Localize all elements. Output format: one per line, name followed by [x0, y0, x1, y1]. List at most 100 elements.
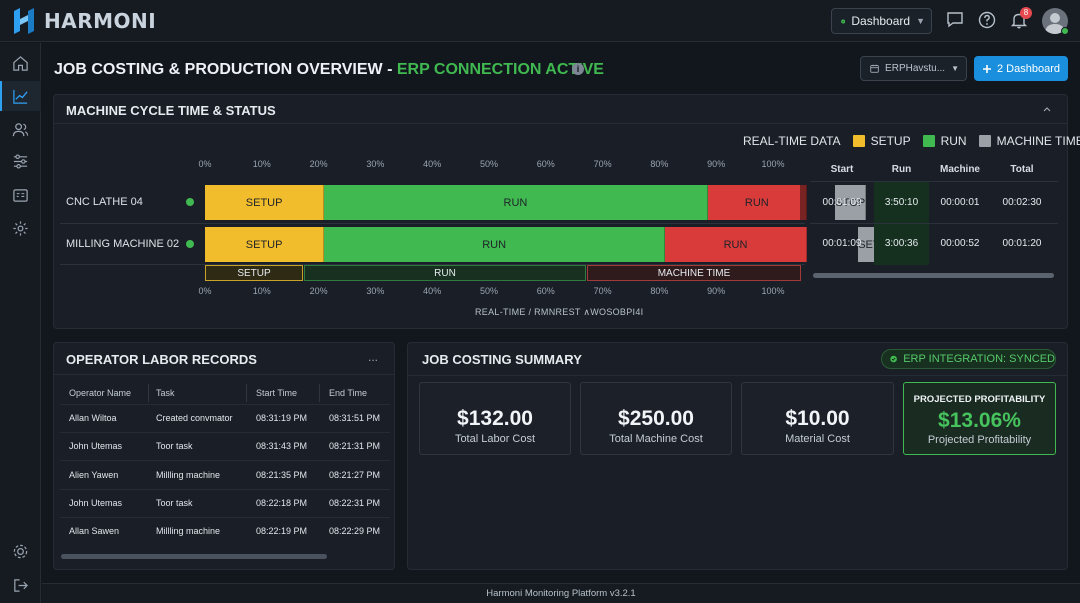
x-axis-top-tick-50: 50% — [479, 159, 499, 169]
logout-icon[interactable] — [12, 577, 29, 594]
bar-segment-milling-2[interactable]: RUN — [665, 227, 807, 262]
top-bar: HARMONI Dashboard ▼ 8 — [0, 0, 1080, 42]
settings-gear-icon[interactable] — [12, 220, 29, 237]
footer: Harmoni Monitoring Platform v3.2.1 — [42, 583, 1080, 603]
bar-segment-milling-0[interactable]: SETUP — [205, 227, 325, 262]
bar-segment-cnc-0[interactable]: SETUP — [205, 185, 325, 220]
costing-panel-title: JOB COSTING SUMMARY — [422, 352, 582, 367]
legend-swatch-run — [922, 135, 935, 147]
material-cost-label: Material Cost — [785, 433, 850, 445]
help-icon[interactable] — [977, 10, 997, 30]
column-separator — [319, 384, 320, 402]
legend-label-setup: SETUP — [870, 134, 911, 148]
operator-labor-panel — [53, 342, 395, 570]
operator-cell-r0-c1: Created convmator — [156, 413, 233, 423]
col-header-start: Start — [830, 164, 854, 175]
operator-panel-title: OPERATOR LABOR RECORDS — [66, 352, 257, 367]
check-circle-icon — [841, 18, 846, 24]
op-col-task: Task — [156, 388, 175, 398]
bar-segment-cnc-1[interactable]: RUN — [324, 185, 708, 220]
erp-select[interactable]: ERPHavstu... ▼ — [860, 56, 967, 81]
status-dot-cnc-lathe — [186, 198, 194, 206]
operator-scrollbar-thumb[interactable] — [61, 554, 327, 559]
info-icon[interactable]: i — [572, 63, 584, 75]
analytics-icon[interactable] — [12, 88, 29, 105]
erp-sync-badge: ERP INTEGRATION: SYNCED — [881, 349, 1056, 369]
x-axis-bottom-tick-40: 40% — [423, 286, 442, 296]
profitability-label: Projected Profitability — [927, 434, 1032, 446]
table-header-divider — [810, 181, 1058, 182]
machine-cost-card: $250.00 Total Machine Cost — [580, 382, 732, 455]
operator-cell-r1-c3: 08:21:31 PM — [329, 441, 381, 452]
x-axis-top-tick-90: 90% — [707, 159, 726, 169]
table-row-divider — [60, 488, 390, 490]
erp-module-icon[interactable] — [12, 187, 29, 204]
logo[interactable]: HARMONI — [8, 5, 156, 37]
legend-label-machine-time: MACHINE TIME — [996, 134, 1080, 148]
cnc-start-time: 00:01:09 — [822, 197, 862, 208]
operator-cell-r2-c0: Alien Yawen — [69, 469, 119, 480]
x-axis-bottom-tick-90: 90% — [707, 286, 726, 296]
erp-sync-label: ERP INTEGRATION: SYNCED — [903, 353, 1055, 365]
legend-label-run: RUN — [940, 134, 967, 148]
collapse-icon[interactable] — [1041, 104, 1053, 114]
x-axis-top-tick-20: 20% — [309, 159, 328, 169]
panel-divider — [54, 374, 394, 375]
system-settings-icon[interactable] — [12, 543, 29, 560]
dashboard-select[interactable]: Dashboard ▼ — [831, 8, 932, 34]
cnc-run-time: 3:50:10 — [884, 197, 919, 208]
operator-cell-r3-c3: 08:22:31 PM — [329, 497, 381, 508]
table-row-divider — [60, 432, 390, 433]
x-axis-bottom-tick-70: 70% — [593, 286, 612, 296]
table-row-divider — [60, 460, 390, 462]
dashboard-button[interactable]: 2 Dashboard — [974, 56, 1068, 81]
dashboard-select-label: Dashboard — [851, 14, 911, 28]
operator-cell-r1-c2: 08:31:43 PM — [256, 441, 308, 452]
x-axis-top-tick-0: 0% — [198, 159, 212, 169]
erp-select-label: ERPHavstu... — [885, 63, 946, 74]
operator-cell-r3-c2: 08:22:18 PM — [256, 497, 308, 508]
operator-cell-r3-c1: Toor task — [156, 497, 193, 508]
legend-title: REAL-TIME DATA — [743, 134, 841, 148]
column-separator — [148, 384, 149, 402]
sidebar — [0, 43, 41, 603]
col-header-run: Run — [891, 164, 912, 175]
bell-icon[interactable] — [1009, 10, 1029, 30]
x-axis-top-tick-30: 30% — [366, 159, 385, 169]
operator-cell-r4-c1: Millling machine — [156, 526, 221, 537]
sliders-icon[interactable] — [12, 153, 29, 170]
bar-segment-milling-1[interactable]: RUN — [324, 227, 666, 262]
chat-icon[interactable] — [945, 10, 965, 30]
bar-segment-cnc-3[interactable]: STOP — [835, 185, 867, 220]
page-title-main: JOB COSTING & PRODUCTION OVERVIEW - — [54, 61, 397, 78]
x-axis-top-tick-10: 10% — [252, 159, 271, 169]
x-axis-bottom-tick-0: 0% — [198, 286, 212, 296]
dashboard-button-label: 2 Dashboard — [997, 62, 1060, 75]
operator-cell-r4-c0: Allan Sawen — [69, 526, 120, 537]
operator-cell-r1-c1: Toor task — [156, 441, 193, 452]
machine-panel-title: MACHINE CYCLE TIME & STATUS — [66, 103, 276, 118]
page-title: JOB COSTING & PRODUCTION OVERVIEW - ERP … — [54, 61, 604, 79]
labor-cost-card: $132.00 Total Labor Cost — [419, 382, 571, 455]
table-scrollbar-thumb[interactable] — [813, 273, 1054, 278]
machine-cost-label: Total Machine Cost — [609, 433, 703, 445]
profitability-card: PROJECTED PROFITABILITY $13.06% Projecte… — [903, 382, 1056, 455]
operator-cell-r1-c0: John Utemas — [69, 441, 123, 452]
bar-segment-cnc-2[interactable]: RUN — [707, 185, 807, 220]
milling-total-time: 00:01:20 — [1002, 238, 1042, 249]
milling-run-time: 3:00:36 — [884, 238, 919, 249]
profitability-value: $13.06% — [938, 409, 1021, 432]
machine-cost-value: $250.00 — [618, 407, 694, 430]
brand-name: HARMONI — [44, 9, 157, 33]
milling-start-time: 00:01:09 — [822, 238, 862, 249]
bar-segment-cnc-tail — [800, 185, 807, 220]
summary-segment-machine-time: MACHINE TIME — [587, 265, 801, 281]
home-icon[interactable] — [12, 55, 29, 72]
users-icon[interactable] — [12, 121, 29, 138]
x-axis-bottom-tick-60: 60% — [536, 286, 555, 296]
panel-divider — [54, 123, 1067, 124]
x-axis-top-tick-80: 80% — [650, 159, 669, 169]
more-options-button[interactable]: ... — [368, 350, 379, 364]
operator-cell-r4-c3: 08:22:29 PM — [329, 526, 381, 537]
table-row-divider — [60, 516, 390, 518]
